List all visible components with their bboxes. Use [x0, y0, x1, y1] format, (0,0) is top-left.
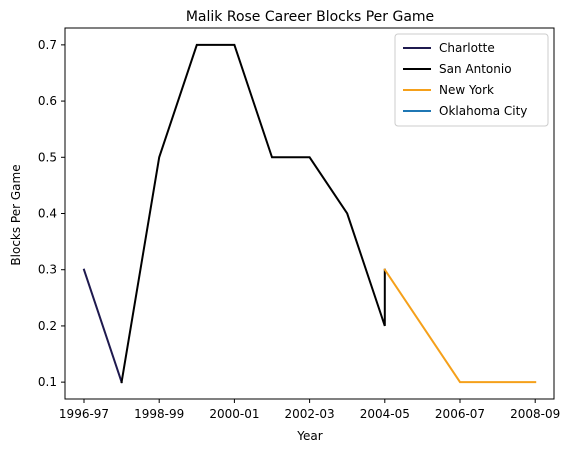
x-axis: 1996-97 1998-99 2000-01 2002-03 2004-05 2006-… — [59, 399, 560, 421]
y-axis: 0.1 0.2 0.3 0.4 0.5 0.6 0.7 — [38, 38, 65, 389]
legend-label-san-antonio: San Antonio — [439, 62, 512, 76]
y-tick-label: 0.1 — [38, 375, 57, 389]
x-tick-label: 2006-07 — [435, 407, 485, 421]
x-tick-label: 2004-05 — [360, 407, 410, 421]
x-tick-label: 2000-01 — [209, 407, 259, 421]
y-axis-label: Blocks Per Game — [9, 164, 23, 265]
y-tick-label: 0.4 — [38, 207, 57, 221]
y-tick-label: 0.7 — [38, 38, 57, 52]
y-tick-label: 0.2 — [38, 319, 57, 333]
y-tick-label: 0.5 — [38, 150, 57, 164]
x-axis-label: Year — [296, 429, 322, 443]
x-tick-label: 1998-99 — [134, 407, 184, 421]
x-tick-label: 2008-09 — [510, 407, 560, 421]
series-line-charlotte — [82, 268, 123, 384]
y-tick-label: 0.6 — [38, 94, 57, 108]
legend-box — [394, 33, 549, 127]
legend-label-charlotte: Charlotte — [439, 41, 495, 55]
legend: Charlotte San Antonio New York Oklahoma Cit… — [394, 33, 549, 127]
y-tick-label: 0.3 — [38, 263, 57, 277]
legend-label-oklahoma-city: Oklahoma City — [439, 104, 527, 118]
legend-label-new-york: New York — [439, 83, 494, 97]
x-tick-label: 1996-97 — [59, 407, 109, 421]
chart-title: Malik Rose Career Blocks Per Game — [186, 9, 434, 25]
series-line-san-antonio — [120, 43, 386, 384]
series-layer — [82, 43, 537, 384]
x-tick-label: 2002-03 — [285, 407, 335, 421]
series-line-new-york — [383, 268, 537, 384]
